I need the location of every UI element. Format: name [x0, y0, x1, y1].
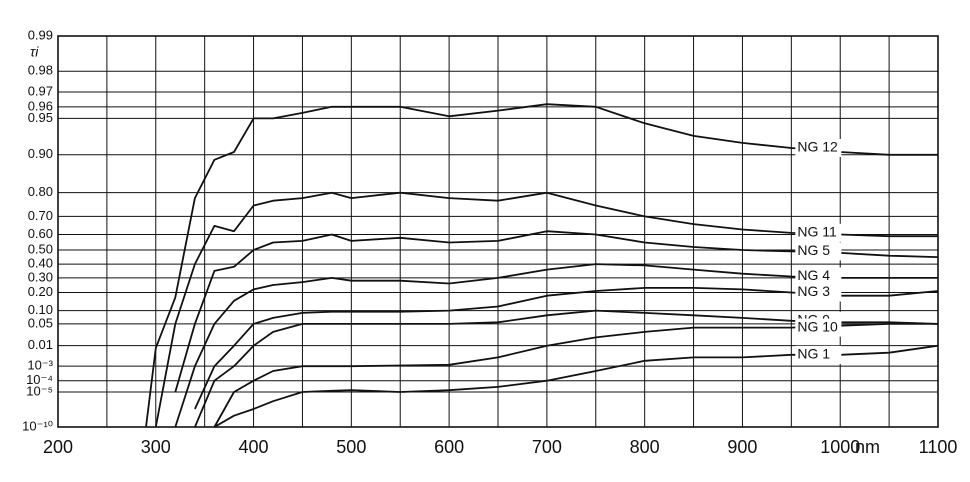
series-label-bg: [795, 223, 842, 242]
y-tick-label: 0.96: [28, 98, 53, 113]
x-tick-label: 1000: [820, 437, 860, 457]
y-tick-label: 0.70: [28, 208, 53, 223]
x-axis-label: nm: [855, 437, 880, 457]
y-tick-label: 0.30: [28, 269, 53, 284]
y-axis-label: τi: [30, 44, 39, 60]
series-label-bg: [795, 283, 842, 302]
y-tick-label: 0.95: [28, 110, 53, 125]
x-tick-label: 200: [43, 437, 73, 457]
y-tick-label: 10⁻⁴: [26, 372, 53, 387]
series-line: [194, 309, 939, 428]
y-tick-label: 0.20: [28, 284, 53, 299]
series-line: [213, 323, 938, 428]
y-tick-label: 0.05: [28, 315, 53, 330]
y-tick-label: 10⁻¹⁰: [22, 418, 53, 433]
y-tick-label: 0.99: [28, 27, 53, 42]
series-label-bg: [795, 138, 842, 157]
series-label: NG 1: [797, 346, 830, 362]
y-tick-label: 0.80: [28, 184, 53, 199]
x-tick-label: 500: [336, 437, 366, 457]
series-label: NG 11: [797, 224, 837, 240]
series-line: [194, 287, 939, 410]
series-label: NG 4: [797, 267, 830, 283]
series-label-bg: [795, 345, 842, 364]
series-label-bg: [795, 242, 842, 261]
y-tick-label: 0.90: [28, 146, 53, 161]
series-line: [174, 263, 938, 428]
series-label: NG 5: [797, 242, 830, 258]
series-label: NG 3: [797, 283, 830, 299]
series-label-bg: [795, 267, 842, 286]
x-tick-label: 900: [727, 437, 757, 457]
y-tick-label: 0.98: [28, 63, 53, 78]
series-line: [154, 191, 938, 428]
series-label: NG 12: [797, 139, 838, 155]
x-tick-label: 300: [141, 437, 171, 457]
x-tick-label: 700: [532, 437, 562, 457]
y-tick-label: 0.50: [28, 241, 53, 256]
series-line: [145, 103, 938, 428]
y-tick-label: 0.01: [28, 337, 53, 352]
y-tick-label: 10⁻³: [27, 358, 53, 373]
x-tick-label: 600: [434, 437, 464, 457]
y-tick-label: 0.10: [28, 302, 53, 317]
y-tick-label: 0.97: [28, 83, 53, 98]
y-tick-label: 0.60: [28, 226, 53, 241]
series-line: [174, 230, 939, 393]
series-label-bg: [795, 318, 842, 337]
series-line: [213, 344, 939, 428]
series-label: NG 10: [797, 318, 838, 334]
y-tick-label: 0.40: [28, 256, 53, 271]
y-tick-label: 10⁻⁵: [26, 383, 53, 398]
x-tick-label: 800: [630, 437, 660, 457]
x-tick-label: 400: [239, 437, 269, 457]
x-tick-label: 1100: [919, 437, 958, 457]
